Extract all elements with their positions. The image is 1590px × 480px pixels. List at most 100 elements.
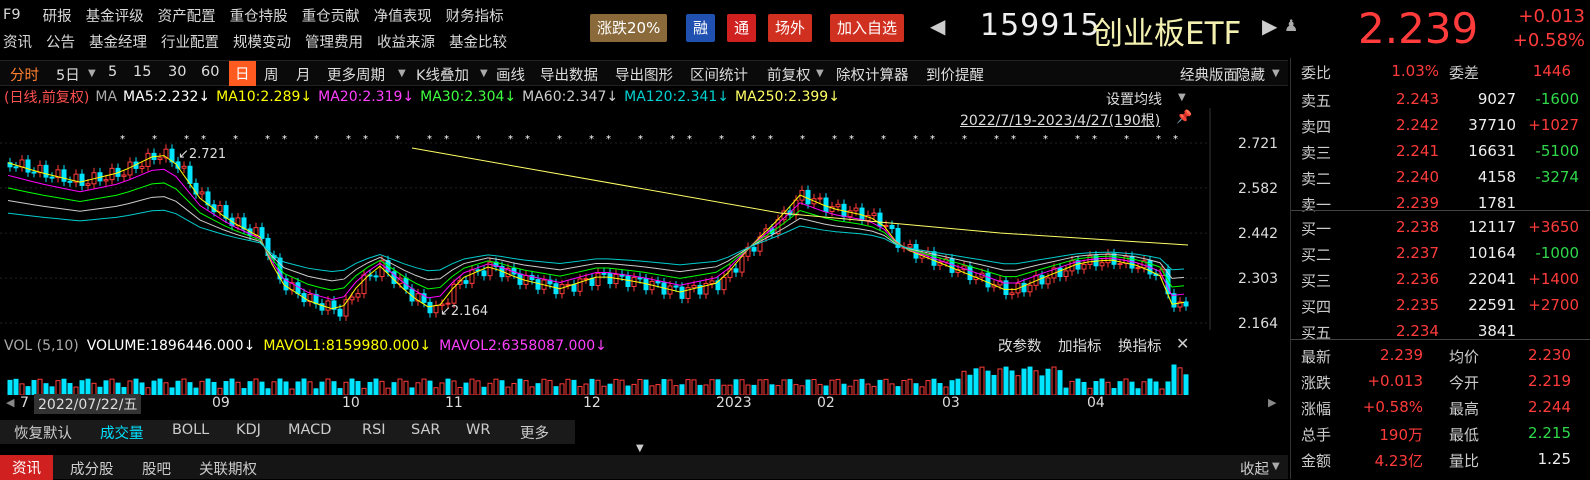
event-marker[interactable]: *	[751, 134, 756, 145]
event-marker[interactable]: *	[930, 134, 935, 145]
chevron-down-icon[interactable]: ▼	[816, 68, 824, 79]
orderbook-row[interactable]: 卖二 2.240 4158 -3274	[1291, 166, 1590, 191]
pin-icon[interactable]: 📌	[1176, 110, 1193, 125]
tab-monthly[interactable]: 月	[296, 68, 311, 84]
nav-item[interactable]: 收益来源	[377, 34, 435, 51]
tab-5day[interactable]: 5日	[56, 68, 80, 84]
event-marker[interactable]: *	[962, 134, 967, 145]
ex-right-calculator-button[interactable]: 除权计算器	[836, 68, 909, 84]
chevron-down-icon[interactable]: ▼	[88, 68, 96, 79]
orderbook-row[interactable]: 买四 2.235 22591 +2700	[1291, 294, 1590, 319]
chevron-down-icon[interactable]: ▼	[1272, 461, 1280, 472]
adjust-dropdown[interactable]: 前复权	[767, 68, 811, 84]
nav-item[interactable]: 管理费用	[305, 34, 363, 51]
event-marker[interactable]: *	[1043, 134, 1048, 145]
classic-layout-button[interactable]: 经典版面	[1180, 68, 1238, 84]
switch-indicator-button[interactable]: 换指标	[1118, 339, 1162, 355]
export-image-button[interactable]: 导出图形	[615, 68, 673, 84]
event-marker[interactable]: *	[1092, 134, 1097, 145]
tab-forum[interactable]: 股吧	[142, 462, 171, 478]
orderbook-row[interactable]: 卖三 2.241 16631 -5100	[1291, 140, 1590, 165]
nav-item[interactable]: 重仓持股	[229, 8, 288, 25]
expand-panel-icon[interactable]: ▼	[636, 443, 644, 454]
alert-bell-icon[interactable]: ♟	[1284, 16, 1299, 35]
orderbook-row[interactable]: 卖一 2.239 1781	[1291, 192, 1590, 217]
orderbook-row[interactable]: 买二 2.237 10164 -1000	[1291, 242, 1590, 267]
event-marker[interactable]: *	[719, 134, 724, 145]
event-marker[interactable]: *	[1156, 134, 1161, 145]
nav-item[interactable]: F9	[3, 7, 21, 23]
event-marker[interactable]: *	[444, 134, 449, 145]
tab-boll[interactable]: BOLL	[172, 422, 210, 438]
nav-item[interactable]: 基金比较	[449, 34, 507, 51]
event-marker[interactable]: *	[849, 134, 854, 145]
nav-item[interactable]: 行业配置	[161, 34, 219, 51]
event-marker[interactable]: *	[201, 134, 206, 145]
nav-item[interactable]: 资产配置	[157, 8, 216, 25]
add-indicator-button[interactable]: 加指标	[1058, 339, 1102, 355]
tab-constituents[interactable]: 成分股	[70, 462, 114, 478]
hide-button[interactable]: 隐藏	[1236, 68, 1265, 84]
event-marker[interactable]: *	[233, 134, 238, 145]
tab-wr[interactable]: WR	[466, 422, 491, 438]
event-marker[interactable]: *	[476, 134, 481, 145]
tab-macd[interactable]: MACD	[288, 422, 332, 438]
nav-item[interactable]: 资讯	[3, 34, 32, 51]
export-data-button[interactable]: 导出数据	[540, 68, 598, 84]
event-marker[interactable]: *	[913, 134, 918, 145]
tab-rsi[interactable]: RSI	[362, 422, 386, 438]
tab-60min[interactable]: 60	[201, 64, 220, 80]
event-marker[interactable]: *	[800, 134, 805, 145]
orderbook-row[interactable]: 买五 2.234 3841	[1291, 320, 1590, 345]
event-marker[interactable]: *	[606, 134, 611, 145]
event-marker[interactable]: *	[589, 134, 594, 145]
chevron-down-icon[interactable]: ▼	[480, 68, 488, 79]
event-marker[interactable]: *	[265, 134, 270, 145]
date-range-label[interactable]: 2022/7/19-2023/4/27(190根)	[960, 113, 1161, 129]
change-params-button[interactable]: 改参数	[998, 339, 1042, 355]
event-marker[interactable]: *	[670, 134, 675, 145]
event-marker[interactable]: *	[427, 134, 432, 145]
add-watchlist-button[interactable]: 加入自选	[830, 14, 905, 42]
nav-item[interactable]: 公告	[46, 34, 75, 51]
scroll-right-icon[interactable]: ▶	[1268, 396, 1277, 409]
prev-security-icon[interactable]: ◀	[930, 14, 946, 38]
tab-restore-default[interactable]: 恢复默认	[14, 426, 72, 442]
chevron-down-icon[interactable]: ▼	[1178, 92, 1186, 103]
event-marker[interactable]: *	[152, 134, 157, 145]
tab-intraday[interactable]: 分时	[10, 68, 39, 84]
tab-sar[interactable]: SAR	[411, 422, 441, 438]
tab-15min[interactable]: 15	[133, 64, 152, 80]
close-icon[interactable]: ✕	[1176, 334, 1190, 353]
kline-chart[interactable]: * * * * * * * * * * * * * * * * * * * * * * * * * * * * * * * * * * * * * * * *…	[0, 108, 1288, 330]
nav-item[interactable]: 基金经理	[89, 34, 147, 51]
event-marker[interactable]: *	[395, 134, 400, 145]
collapse-button[interactable]: 收起	[1240, 462, 1269, 478]
event-marker[interactable]: *	[363, 134, 368, 145]
nav-item[interactable]: 净值表现	[373, 8, 432, 25]
draw-line-button[interactable]: 画线	[496, 68, 525, 84]
tab-30min[interactable]: 30	[168, 64, 187, 80]
ma-settings-dropdown[interactable]: 设置均线	[1106, 92, 1162, 108]
event-marker[interactable]: *	[282, 134, 287, 145]
tab-weekly[interactable]: 周	[264, 68, 279, 84]
event-marker[interactable]: *	[346, 134, 351, 145]
event-marker[interactable]: *	[638, 134, 643, 145]
event-marker[interactable]: *	[832, 134, 837, 145]
tab-volume[interactable]: 成交量	[100, 426, 144, 442]
orderbook-row[interactable]: 买三 2.236 22041 +1400	[1291, 268, 1590, 293]
kline-overlay-dropdown[interactable]: K线叠加	[416, 68, 470, 84]
orderbook-row[interactable]: 卖四 2.242 37710 +1027	[1291, 114, 1590, 139]
chevron-down-icon[interactable]: ▼	[398, 68, 406, 79]
price-alert-button[interactable]: 到价提醒	[926, 68, 984, 84]
range-stats-button[interactable]: 区间统计	[690, 68, 748, 84]
event-marker[interactable]: *	[314, 134, 319, 145]
next-security-icon[interactable]: ▶	[1262, 14, 1278, 38]
event-marker[interactable]: *	[1124, 134, 1129, 145]
tab-kdj[interactable]: KDJ	[236, 422, 261, 438]
nav-item[interactable]: 基金评级	[85, 8, 144, 25]
more-periods-dropdown[interactable]: 更多周期	[327, 68, 385, 84]
event-marker[interactable]: *	[1075, 134, 1080, 145]
onsite-tag[interactable]: 场外	[768, 14, 813, 42]
event-marker[interactable]: *	[184, 134, 189, 145]
